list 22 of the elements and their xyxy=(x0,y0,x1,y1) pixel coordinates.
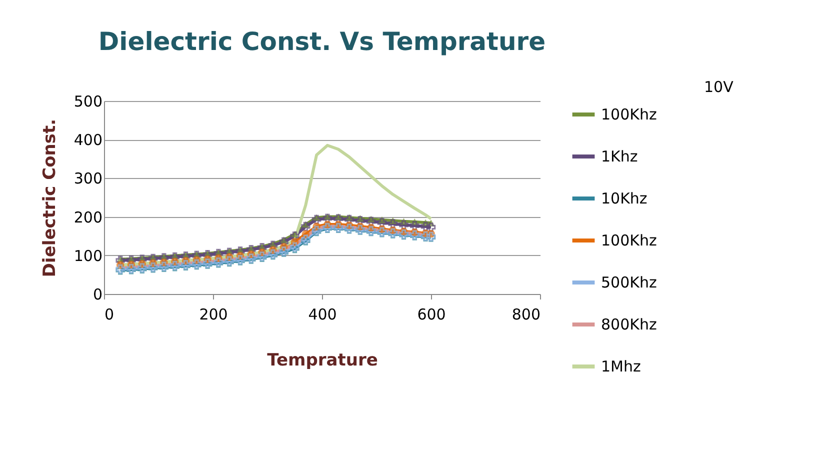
x-tick-label: 400 xyxy=(308,306,337,324)
y-tick-label: 500 xyxy=(74,92,102,110)
legend-label: 500Khz xyxy=(601,274,657,292)
legend-label: 100Khz xyxy=(601,106,657,124)
y-tick-label: 200 xyxy=(74,208,102,226)
x-tick-label: 200 xyxy=(199,306,228,324)
y-tick-label: 400 xyxy=(74,131,102,150)
legend-label: 800Khz xyxy=(601,316,657,334)
legend-label: 1Mhz xyxy=(601,358,641,376)
y-tick-label: 300 xyxy=(74,170,102,188)
x-tick-label: 0 xyxy=(104,306,114,324)
y-tick-label: 0 xyxy=(92,286,102,304)
x-tick-label: 600 xyxy=(417,306,446,324)
x-tick-label: 800 xyxy=(512,306,540,324)
legend-label: 10Khz xyxy=(601,190,648,208)
chart-title: Dielectric Const. Vs Temprature xyxy=(98,27,546,56)
x-axis-title: Temprature xyxy=(267,350,378,370)
legend-label: 1Khz xyxy=(601,148,638,166)
text: 10V xyxy=(704,78,734,96)
y-tick-label: 100 xyxy=(74,246,102,265)
legend-label: 100Khz xyxy=(601,232,657,250)
y-axis-title: Dielectric Const. xyxy=(40,118,60,278)
